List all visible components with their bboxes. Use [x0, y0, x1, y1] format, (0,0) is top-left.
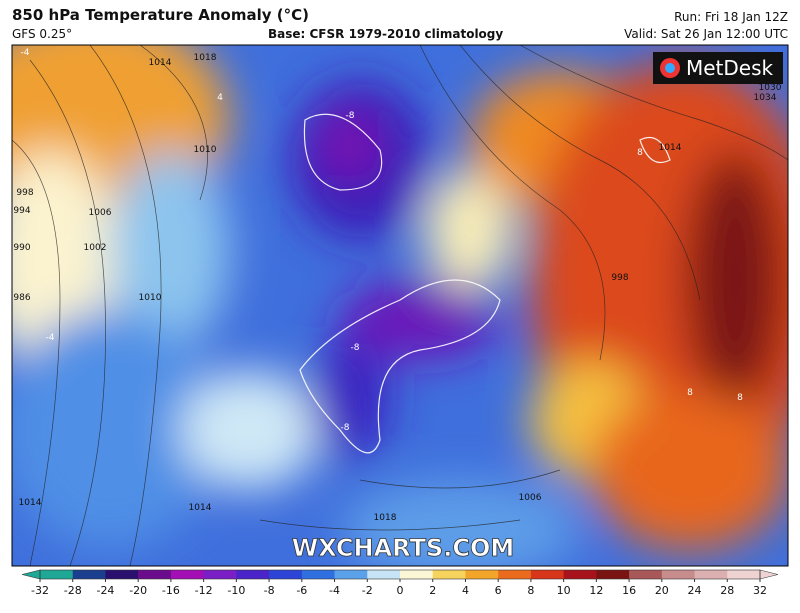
colorbar-segment	[72, 570, 106, 579]
colorbar-segment	[629, 570, 663, 579]
colorbar-tick-label: -20	[129, 584, 147, 597]
contour-label: 8	[637, 148, 643, 158]
map-title: 850 hPa Temperature Anomaly (°C)	[12, 6, 309, 24]
contour-label: 1002	[84, 243, 107, 253]
contour-label: 990	[13, 243, 30, 253]
colorbar-tick-label: -10	[227, 584, 245, 597]
contour-label: 1014	[149, 58, 172, 68]
colorbar-segment	[40, 570, 74, 579]
contour-label: 1006	[89, 208, 112, 218]
colorbar-tick-label: 12	[589, 584, 603, 597]
contour-label: 1018	[374, 513, 397, 523]
colorbar-segment	[138, 570, 172, 579]
contour-label: 1006	[519, 493, 542, 503]
colorbar-tick-label: -12	[195, 584, 213, 597]
contour-label: 1018	[194, 53, 217, 63]
colorbar-segment	[563, 570, 597, 579]
colorbar-extend-low	[21, 569, 41, 580]
colorbar-tick-label: -8	[264, 584, 275, 597]
colorbar-segment	[498, 570, 532, 579]
run-label: Run: Fri 18 Jan 12Z	[674, 10, 788, 24]
colorbar-tick-label: 6	[495, 584, 502, 597]
colorbar-tick-label: -24	[96, 584, 114, 597]
model-label: GFS 0.25°	[12, 27, 73, 41]
colorbar-tick-label: 20	[655, 584, 669, 597]
contour-label: 1010	[194, 145, 217, 155]
colorbar-tick-label: -16	[162, 584, 180, 597]
contour-label: 1014	[19, 498, 42, 508]
colorbar-tick-label: -32	[31, 584, 49, 597]
colorbar-tick-label: -4	[329, 584, 340, 597]
colorbar-tick-label: 0	[397, 584, 404, 597]
contour-label: 1030	[759, 83, 782, 93]
colorbar-segment	[203, 570, 237, 579]
contour-label: -8	[351, 343, 360, 353]
colorbar-tick-label: 16	[622, 584, 636, 597]
contour-label: 986	[13, 293, 30, 303]
contour-label: -8	[341, 423, 350, 433]
contour-label: 994	[13, 206, 30, 216]
valid-label: Valid: Sat 26 Jan 12:00 UTC	[624, 27, 788, 41]
colorbar-segment	[105, 570, 139, 579]
contour-label: 1034	[754, 93, 777, 103]
colorbar-extend-high	[759, 569, 779, 580]
colorbar-segment	[596, 570, 630, 579]
colorbar-segment	[400, 570, 434, 579]
colorbar-segment	[269, 570, 303, 579]
colorbar-segment	[727, 570, 761, 579]
contour-label: -4	[21, 48, 30, 58]
colorbar-segment	[661, 570, 696, 579]
base-label: Base: CFSR 1979-2010 climatology	[268, 27, 504, 41]
colorbar-tick-label: 8	[527, 584, 534, 597]
anomaly-contours	[299, 113, 671, 454]
colorbar-segment	[367, 570, 401, 579]
colorbar-tick-label: 24	[688, 584, 702, 597]
isobars	[12, 45, 788, 566]
contour-label: -4	[46, 333, 55, 343]
colorbar-tick-label: 32	[753, 584, 767, 597]
colorbar-segment	[301, 570, 336, 579]
contour-label: 8	[687, 388, 693, 398]
contour-label: 8	[737, 393, 743, 403]
colorbar-segment	[465, 570, 499, 579]
colorbar-tick-label: 4	[462, 584, 469, 597]
contour-label: 998	[16, 188, 33, 198]
colorbar-segment	[432, 570, 466, 579]
colorbar-tick-label: 10	[557, 584, 571, 597]
contour-label: 4	[217, 93, 223, 103]
colorbar-tick-label: 28	[720, 584, 734, 597]
colorbar-segment	[694, 570, 728, 579]
watermark: WXCHARTS.COM	[292, 534, 514, 562]
colorbar-segment	[530, 570, 565, 579]
colorbar-segment	[334, 570, 368, 579]
contour-label: 1010	[139, 293, 162, 303]
logo-text: MetDesk	[686, 56, 774, 80]
contour-label: 1014	[659, 143, 682, 153]
colorbar-segment	[170, 570, 205, 579]
contour-label: 1014	[189, 503, 212, 513]
colorbar-tick-label: -28	[64, 584, 82, 597]
colorbar-tick-label: 2	[429, 584, 436, 597]
colorbar-segment	[236, 570, 270, 579]
contour-label: 998	[611, 273, 628, 283]
contour-label: -8	[346, 111, 355, 121]
logo: MetDesk	[653, 52, 783, 84]
colorbar-tick-label: -2	[362, 584, 373, 597]
colorbar: -32 -28 -24 -20 -16 -12 -10 -8 -6 -4 -2 0 2 4 6 8 10 12 16…	[21, 569, 779, 597]
colorbar-tick-label: -6	[296, 584, 307, 597]
anomaly-field	[12, 45, 788, 566]
